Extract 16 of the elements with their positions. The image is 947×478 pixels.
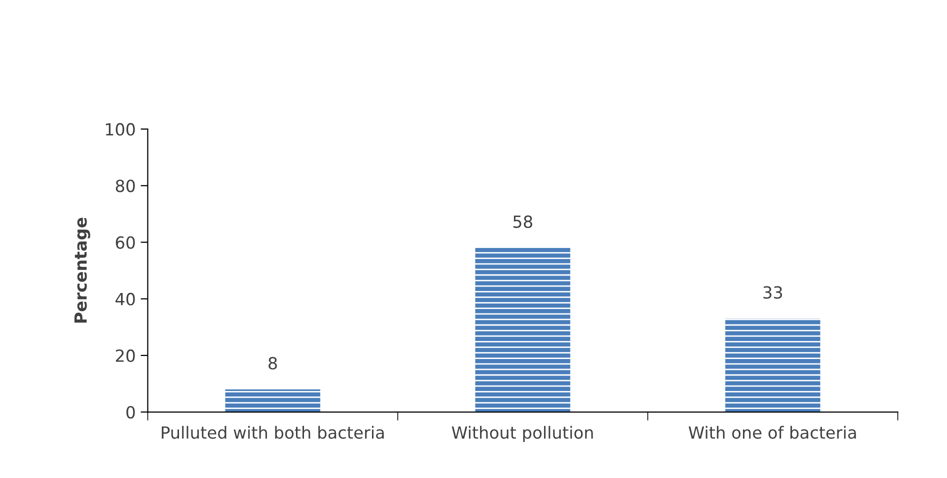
y-tick-label: 80 <box>116 180 135 192</box>
y-tick-label: 100 <box>106 123 135 136</box>
bar <box>725 318 820 412</box>
bar <box>225 389 320 412</box>
y-tick-label: 0 <box>126 406 135 419</box>
data-label: 33 <box>763 286 782 299</box>
y-tick-label: 60 <box>116 236 135 249</box>
x-tick-label: With one of bacteria <box>688 426 856 439</box>
y-tick-label: 20 <box>116 349 135 362</box>
bar <box>475 248 570 412</box>
x-tick-label: Without pollution <box>452 426 593 442</box>
x-tick-label: Pulluted with both bacteria <box>162 426 384 439</box>
y-axis-title: Percentage <box>74 218 90 323</box>
data-label: 58 <box>513 215 532 228</box>
data-label: 8 <box>268 356 277 370</box>
y-tick-label: 40 <box>116 292 135 306</box>
